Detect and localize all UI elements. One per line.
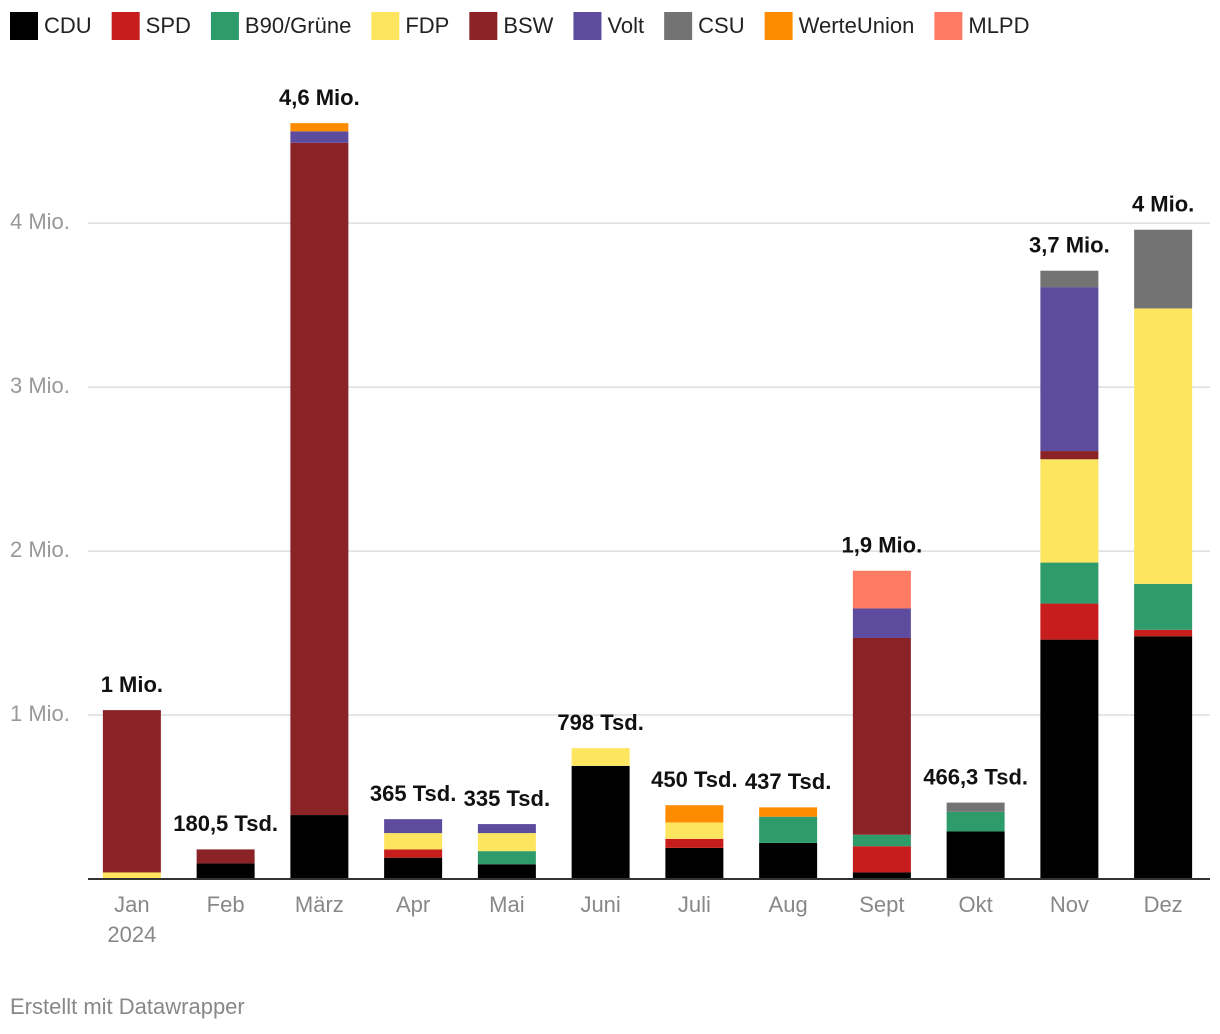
- x-year-label: 2024: [107, 922, 156, 947]
- bar-segment: [665, 838, 724, 848]
- bar-segment: [946, 802, 1005, 812]
- bar-segment: [1040, 451, 1099, 460]
- x-tick-label: Apr: [396, 892, 430, 917]
- legend-swatch: [934, 12, 963, 40]
- legend-label: B90/Grüne: [245, 13, 351, 38]
- total-label: 4,6 Mio.: [279, 85, 360, 110]
- bar-segment: [477, 851, 536, 865]
- y-tick-label: 4 Mio.: [10, 209, 70, 234]
- bar-segment: [852, 637, 911, 835]
- bar-segment: [384, 833, 443, 850]
- y-tick-label: 2 Mio.: [10, 537, 70, 562]
- legend-label: WerteUnion: [799, 13, 915, 38]
- bar-segment: [196, 863, 255, 879]
- bar-segment: [1040, 562, 1099, 604]
- bar-segment: [571, 748, 630, 766]
- legend-swatch: [469, 12, 498, 40]
- bar-segment: [1040, 459, 1099, 563]
- total-label: 4 Mio.: [1132, 192, 1194, 217]
- x-tick-label: Feb: [207, 892, 245, 917]
- bar-segment: [384, 857, 443, 879]
- legend-swatch: [111, 12, 140, 40]
- total-label: 3,7 Mio.: [1029, 233, 1110, 258]
- bar-segment: [1040, 603, 1099, 640]
- legend-label: SPD: [146, 13, 191, 38]
- bar-segment: [196, 849, 255, 864]
- x-tick-label: Juni: [580, 892, 620, 917]
- bar-segment: [852, 608, 911, 638]
- legend-swatch: [573, 12, 602, 40]
- bar-segment: [1040, 287, 1099, 452]
- bar-segment: [1134, 229, 1193, 309]
- x-tick-label: Sept: [859, 892, 904, 917]
- x-tick-label: März: [295, 892, 344, 917]
- bar-segment: [477, 833, 536, 852]
- bar-segment: [1134, 308, 1193, 584]
- x-tick-label: Nov: [1050, 892, 1089, 917]
- bar-segment: [946, 811, 1005, 832]
- bar-segment: [477, 864, 536, 879]
- bar-segment: [759, 816, 818, 843]
- legend-label: CSU: [698, 13, 744, 38]
- x-tick-label: Juli: [678, 892, 711, 917]
- y-tick-label: 3 Mio.: [10, 373, 70, 398]
- legend-label: Volt: [607, 13, 644, 38]
- bar-segment: [1134, 636, 1193, 879]
- bar-segment: [384, 849, 443, 858]
- x-tick-label: Okt: [959, 892, 993, 917]
- legend-swatch: [764, 12, 793, 40]
- bar-segment: [665, 847, 724, 879]
- bar-segment: [384, 819, 443, 834]
- bar-segment: [665, 822, 724, 839]
- bar-segment: [1040, 639, 1099, 879]
- total-label: 335 Tsd.: [464, 786, 550, 811]
- bar-segment: [1134, 583, 1193, 630]
- bar-segment: [290, 815, 349, 879]
- bar-segment: [852, 872, 911, 879]
- bar-segment: [852, 846, 911, 873]
- bar-segment: [665, 805, 724, 823]
- bar-segment: [102, 710, 161, 873]
- total-label: 798 Tsd.: [557, 710, 643, 735]
- bar-segment: [290, 123, 349, 132]
- x-tick-label: Dez: [1144, 892, 1183, 917]
- legend-swatch: [371, 12, 400, 40]
- total-label: 1,9 Mio.: [842, 533, 923, 558]
- legend-swatch: [10, 12, 38, 40]
- bar-segment: [290, 142, 349, 816]
- footer: Erstellt mit Datawrapper: [10, 994, 245, 1019]
- bar-segment: [290, 131, 349, 143]
- bar-segment: [759, 807, 818, 817]
- total-label: 1 Mio.: [101, 672, 163, 697]
- legend-label: CDU: [44, 13, 92, 38]
- bar-segment: [946, 831, 1005, 879]
- bar-segment: [759, 842, 818, 879]
- bar-segment: [102, 872, 161, 879]
- x-tick-label: Jan: [114, 892, 149, 917]
- legend-swatch: [664, 12, 693, 40]
- bar-segment: [1040, 270, 1099, 288]
- total-label: 450 Tsd.: [651, 767, 737, 792]
- total-label: 365 Tsd.: [370, 781, 456, 806]
- y-tick-label: 1 Mio.: [10, 701, 70, 726]
- bar-segment: [477, 824, 536, 834]
- legend-swatch: [210, 12, 239, 40]
- bar-segment: [852, 834, 911, 847]
- total-label: 437 Tsd.: [745, 769, 831, 794]
- legend-label: BSW: [503, 13, 553, 38]
- total-label: 466,3 Tsd.: [923, 764, 1028, 789]
- legend-label: MLPD: [968, 13, 1029, 38]
- bar-segment: [1134, 629, 1193, 637]
- legend-label: FDP: [405, 13, 449, 38]
- bar-segment: [852, 570, 911, 609]
- total-label: 180,5 Tsd.: [173, 811, 278, 836]
- bar-segment: [571, 765, 630, 879]
- x-tick-label: Aug: [769, 892, 808, 917]
- x-tick-label: Mai: [489, 892, 524, 917]
